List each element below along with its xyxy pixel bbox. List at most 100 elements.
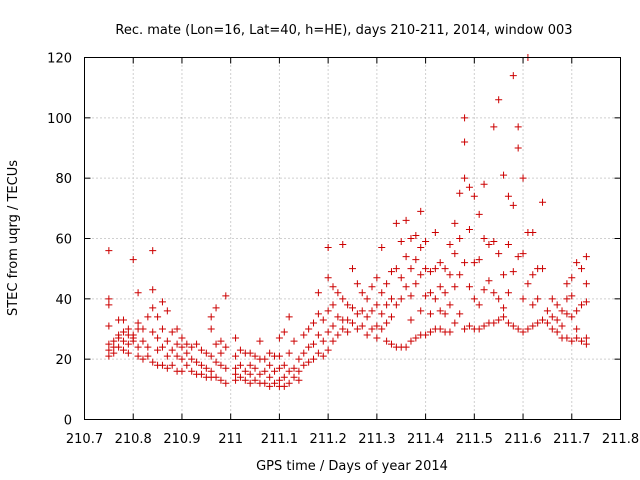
data-point: [422, 292, 430, 300]
data-point: [465, 183, 473, 191]
data-point: [568, 274, 576, 282]
data-point: [456, 189, 464, 197]
data-point: [339, 241, 347, 249]
data-point: [387, 340, 395, 348]
data-point: [431, 265, 439, 273]
data-point: [578, 265, 586, 273]
data-point: [495, 316, 503, 324]
x-tick-label: 210.7: [66, 432, 103, 447]
data-point: [383, 319, 391, 327]
data-point: [417, 271, 425, 279]
data-point: [119, 328, 127, 336]
data-point: [524, 325, 532, 333]
data-point: [158, 361, 166, 369]
data-point: [431, 295, 439, 303]
data-point: [280, 328, 288, 336]
data-point: [436, 283, 444, 291]
data-point: [539, 265, 547, 273]
data-point: [392, 219, 400, 227]
data-point: [417, 207, 425, 215]
data-point: [539, 198, 547, 206]
data-point: [256, 370, 264, 378]
data-point: [500, 304, 508, 312]
data-point: [548, 325, 556, 333]
data-point: [241, 376, 249, 384]
y-tick-labels: 0 20 40 60 80 100 120: [47, 52, 72, 429]
data-point: [295, 376, 303, 384]
data-point: [134, 343, 142, 351]
data-point: [266, 373, 274, 381]
data-point: [402, 283, 410, 291]
data-point: [212, 373, 220, 381]
data-point: [578, 337, 586, 345]
data-point: [173, 352, 181, 360]
data-point: [402, 253, 410, 261]
data-point: [236, 361, 244, 369]
data-point: [197, 346, 205, 354]
data-point: [124, 349, 132, 357]
data-point: [246, 370, 254, 378]
data-point: [422, 265, 430, 273]
data-point: [441, 289, 449, 297]
data-point: [329, 322, 337, 330]
data-point: [461, 114, 469, 122]
x-tick-label: 211.3: [358, 432, 395, 447]
y-tick-label: 0: [64, 414, 72, 429]
data-point: [529, 301, 537, 309]
data-point: [412, 256, 420, 264]
data-point: [417, 307, 425, 315]
data-point: [261, 355, 269, 363]
data-point: [363, 295, 371, 303]
data-point: [387, 313, 395, 321]
data-point: [480, 180, 488, 188]
x-tick-label: 210.8: [115, 432, 152, 447]
data-point: [149, 286, 157, 294]
data-point: [163, 352, 171, 360]
data-point: [344, 316, 352, 324]
data-point: [563, 295, 571, 303]
x-tick-label: 211.6: [504, 432, 541, 447]
data-point: [470, 192, 478, 200]
data-point: [387, 268, 395, 276]
data-point: [582, 253, 590, 261]
data-point: [158, 343, 166, 351]
data-point: [495, 250, 503, 258]
chart-title: Rec. mate (Lon=16, Lat=40, h=HE), days 2…: [115, 23, 572, 38]
data-point: [548, 295, 556, 303]
data-point: [490, 289, 498, 297]
data-point: [461, 174, 469, 182]
data-point: [202, 349, 210, 357]
data-point: [266, 361, 274, 369]
data-point: [285, 379, 293, 387]
data-point: [178, 355, 186, 363]
data-point: [397, 295, 405, 303]
data-point: [392, 301, 400, 309]
data-point: [378, 244, 386, 252]
data-point: [456, 235, 464, 242]
data-point: [470, 295, 478, 303]
data-point: [558, 322, 566, 330]
data-point: [149, 328, 157, 336]
data-point: [105, 247, 113, 255]
data-point: [154, 334, 162, 342]
data-point: [344, 328, 352, 336]
data-point: [465, 225, 473, 233]
data-point: [285, 349, 293, 357]
data-point: [353, 280, 361, 288]
x-tick-label: 211.4: [407, 432, 444, 447]
data-point: [582, 280, 590, 288]
data-point: [124, 325, 132, 333]
x-axis-label: GPS time / Days of year 2014: [256, 459, 448, 474]
data-point: [456, 310, 464, 318]
data-point: [461, 259, 469, 267]
data-point: [451, 250, 459, 258]
data-point: [251, 376, 259, 384]
data-point: [387, 295, 395, 303]
data-point: [578, 301, 586, 309]
data-point: [295, 367, 303, 375]
data-point: [183, 340, 191, 348]
data-point: [212, 304, 220, 312]
data-point: [324, 274, 332, 282]
data-point: [407, 292, 415, 300]
